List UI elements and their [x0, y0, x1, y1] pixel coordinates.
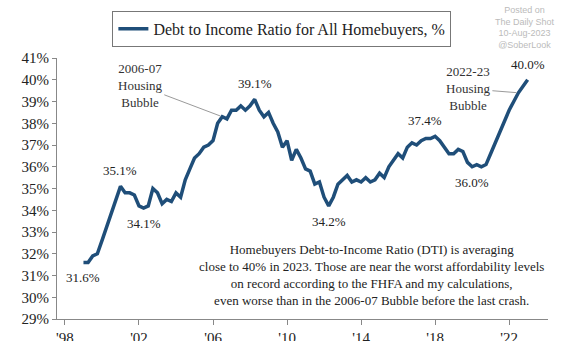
svg-text:'22: '22 — [500, 330, 518, 341]
svg-text:34%: 34% — [22, 203, 50, 219]
svg-text:35%: 35% — [22, 181, 50, 197]
svg-text:36.0%: 36.0% — [455, 175, 489, 190]
svg-text:'06: '06 — [204, 330, 222, 341]
svg-text:'18: '18 — [426, 330, 444, 341]
svg-text:41%: 41% — [22, 50, 50, 66]
svg-text:Homebuyers Debt-to-Income Rati: Homebuyers Debt-to-Income Ratio (DTI) is… — [199, 242, 544, 308]
svg-text:32%: 32% — [22, 246, 50, 262]
svg-text:34.1%: 34.1% — [127, 216, 161, 231]
svg-text:38%: 38% — [22, 116, 50, 132]
svg-text:29%: 29% — [22, 311, 50, 327]
svg-text:'14: '14 — [352, 330, 370, 341]
svg-text:'10: '10 — [278, 330, 296, 341]
svg-text:Posted onThe Daily Shot10-Aug-: Posted onThe Daily Shot10-Aug-2023@Sober… — [495, 5, 555, 50]
svg-text:40.0%: 40.0% — [511, 57, 545, 72]
svg-text:30%: 30% — [22, 290, 50, 306]
svg-text:36%: 36% — [22, 159, 50, 175]
svg-text:37%: 37% — [22, 137, 50, 153]
svg-text:40%: 40% — [22, 72, 50, 88]
svg-text:33%: 33% — [22, 224, 50, 240]
svg-text:37.4%: 37.4% — [408, 113, 442, 128]
svg-text:'98: '98 — [56, 330, 74, 341]
svg-text:39%: 39% — [22, 94, 50, 110]
svg-text:2006-07HousingBubble: 2006-07HousingBubble — [118, 61, 163, 110]
svg-text:Debt to Income Ratio for All H: Debt to Income Ratio for All Homebuyers,… — [153, 21, 445, 39]
svg-text:34.2%: 34.2% — [312, 214, 346, 229]
svg-text:2022-23HousingBubble: 2022-23HousingBubble — [446, 64, 491, 113]
svg-text:'02: '02 — [130, 330, 148, 341]
svg-text:31%: 31% — [22, 268, 50, 284]
svg-text:39.1%: 39.1% — [238, 76, 272, 91]
svg-text:35.1%: 35.1% — [103, 163, 137, 178]
svg-text:31.6%: 31.6% — [66, 270, 100, 285]
